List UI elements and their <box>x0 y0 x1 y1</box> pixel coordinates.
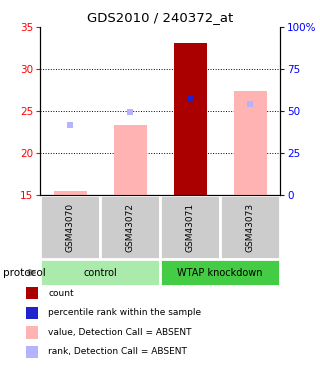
Text: GSM43073: GSM43073 <box>245 202 254 252</box>
Bar <box>40 195 100 259</box>
Text: count: count <box>48 289 74 298</box>
Bar <box>100 195 160 259</box>
Bar <box>26 326 38 339</box>
Text: protocol: protocol <box>3 268 46 278</box>
Text: rank, Detection Call = ABSENT: rank, Detection Call = ABSENT <box>48 347 187 356</box>
Bar <box>160 259 280 286</box>
Text: value, Detection Call = ABSENT: value, Detection Call = ABSENT <box>48 328 191 337</box>
Bar <box>26 287 38 300</box>
Text: control: control <box>83 268 117 278</box>
Bar <box>114 125 147 195</box>
Text: percentile rank within the sample: percentile rank within the sample <box>48 308 201 317</box>
Bar <box>26 307 38 319</box>
Bar <box>160 195 220 259</box>
Text: WTAP knockdown: WTAP knockdown <box>177 268 263 278</box>
Text: GSM43070: GSM43070 <box>66 202 75 252</box>
Bar <box>40 259 160 286</box>
Bar <box>26 346 38 358</box>
Bar <box>234 91 267 195</box>
Title: GDS2010 / 240372_at: GDS2010 / 240372_at <box>87 11 233 24</box>
Text: GSM43072: GSM43072 <box>125 203 134 252</box>
Text: GSM43071: GSM43071 <box>186 202 195 252</box>
Bar <box>53 191 86 195</box>
Bar <box>220 195 280 259</box>
Bar <box>173 43 206 195</box>
